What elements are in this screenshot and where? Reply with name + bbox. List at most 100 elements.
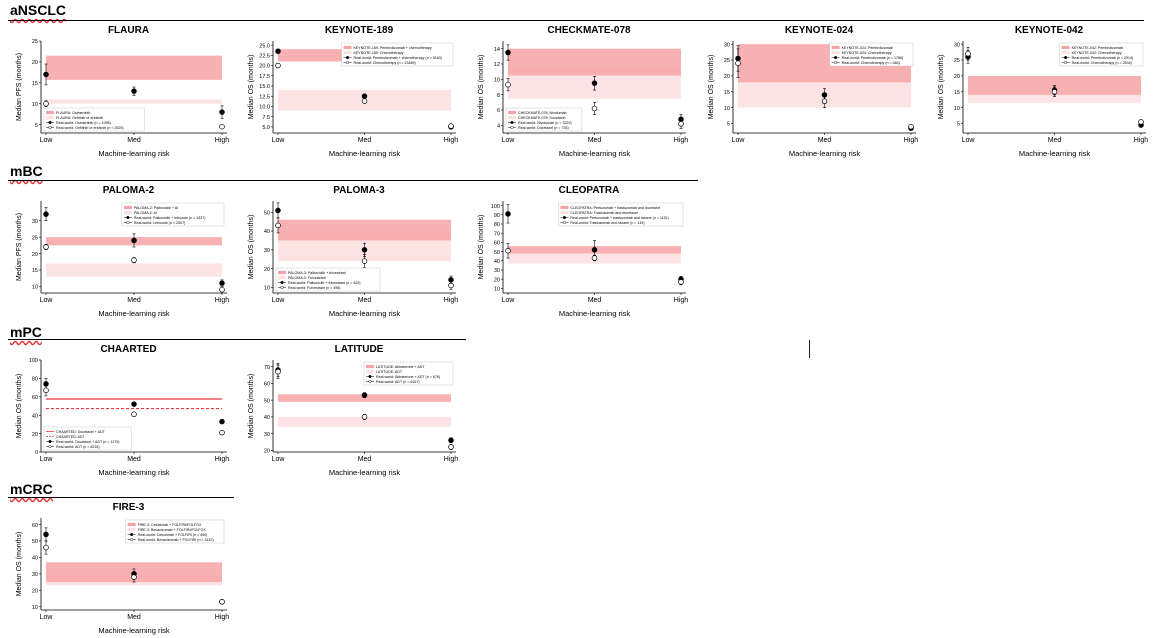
y-tick-label: 60 xyxy=(32,523,38,529)
legend-box xyxy=(1059,42,1144,67)
trial-band-dark xyxy=(508,48,681,76)
legend-label: PALOMA-3: Fulvestrant xyxy=(288,276,326,280)
y-tick-label: 4 xyxy=(497,124,500,130)
legend-box xyxy=(505,107,583,132)
legend-label: Real-world: ADT (n = 6167) xyxy=(376,380,420,384)
y-tick-label: 10 xyxy=(494,287,500,293)
legend-label: FLAURA: Osimertinib xyxy=(56,111,90,115)
legend-swatch-band xyxy=(1061,50,1070,55)
y-axis-label: Median OS (months) xyxy=(938,55,945,120)
data-point-open xyxy=(275,222,281,229)
chart-title: PALOMA-2 xyxy=(103,185,155,196)
legend-swatch-marker xyxy=(562,221,566,225)
data-point-open xyxy=(821,98,828,105)
data-point-filled xyxy=(131,88,137,94)
legend-swatch-marker xyxy=(562,216,566,220)
legend-label: Real-world: Docetaxel (n = 736) xyxy=(518,126,569,130)
legend-label: KEYNOTE-189: Chemotherapy xyxy=(354,51,404,55)
legend-swatch-band xyxy=(508,115,516,120)
chart-svg: KEYNOTE-189 5.0 7.5 10.0 12.5 15.0 17.5 20.0 22.… xyxy=(248,25,459,158)
y-tick-label: 30 xyxy=(264,248,270,254)
trial-band-light xyxy=(46,263,222,277)
x-tick-label: Med xyxy=(818,137,832,144)
y-tick-label: 30 xyxy=(494,268,500,274)
y-tick-label: 5 xyxy=(957,122,960,128)
data-point-open xyxy=(448,282,454,289)
legend-label: Real-world: Cetuximab + FOLFIRI (n = 490… xyxy=(138,533,208,537)
data-point-open xyxy=(43,544,49,551)
legend-label: Real-world: Abiraterone + ADT (n = 676) xyxy=(376,375,440,379)
chart-svg: KEYNOTE-024 5 10 15 20 25 30 Low Med High Machine-… xyxy=(708,25,919,158)
chart-svg: FLAURA 5 10 15 20 25 Low Med High Machine-learnin… xyxy=(16,25,229,158)
data-point-filled xyxy=(591,80,598,86)
y-tick-label: 40 xyxy=(264,415,270,421)
data-point-filled xyxy=(361,247,368,253)
y-tick-label: 50 xyxy=(494,250,500,256)
x-tick-label: High xyxy=(444,456,459,463)
x-tick-label: Med xyxy=(127,137,141,144)
data-point-filled xyxy=(131,401,137,407)
data-point-open xyxy=(591,105,598,112)
legend-swatch-marker xyxy=(510,125,514,129)
legend-label: Real-world: Chemotherapy (n = 2634) xyxy=(1072,61,1132,65)
y-tick-label: 20 xyxy=(32,60,38,66)
y-tick-label: 17.5 xyxy=(259,74,270,80)
data-point-open xyxy=(1138,119,1144,125)
x-tick-label: High xyxy=(444,297,459,304)
section-rule-mcrc xyxy=(8,497,234,498)
legend-label: CLEOPATRA: Pertuzumab + trastuzumab and … xyxy=(570,206,660,210)
text-cursor xyxy=(809,340,810,358)
legend-swatch-band xyxy=(560,210,569,215)
trial-band-dark xyxy=(46,55,222,80)
x-tick-label: High xyxy=(444,137,459,144)
legend-label: KEYNOTE-189: Pembrolizumab + chemotherap… xyxy=(354,46,432,50)
x-tick-label: Med xyxy=(127,614,141,621)
data-point-open xyxy=(591,255,598,261)
legend-swatch-band xyxy=(343,50,352,55)
chart-title: FLAURA xyxy=(108,25,149,36)
x-tick-label: Low xyxy=(502,297,516,304)
y-axis-label: Median OS (months) xyxy=(16,532,23,597)
x-tick-label: Low xyxy=(272,456,286,463)
data-point-open xyxy=(448,123,454,129)
chart-title: CHAARTED xyxy=(100,344,156,355)
legend-swatch-marker xyxy=(346,56,350,60)
legend-box xyxy=(275,267,381,292)
legend-label: Real-world: Docetaxel + ADT (n = 1179) xyxy=(56,440,119,444)
chart-svg: FIRE-3 10 20 30 40 50 60 Low Med High Machine-lear… xyxy=(16,502,229,635)
legend-label: Real-world: Pembrolizumab + chemotherapy… xyxy=(354,56,443,60)
data-point-filled xyxy=(361,93,368,99)
section-title-mpc: mPC xyxy=(10,324,42,340)
chart-title: CLEOPATRA xyxy=(559,185,620,196)
section-title-mcrc: mCRC xyxy=(10,481,53,497)
y-tick-label: 15.0 xyxy=(259,84,270,90)
trial-band-light xyxy=(46,99,222,104)
x-tick-label: Med xyxy=(127,456,141,463)
trial-band-light xyxy=(278,416,451,427)
y-tick-label: 10 xyxy=(32,285,38,291)
legend-swatch-marker xyxy=(126,221,130,225)
y-tick-label: 8 xyxy=(497,93,500,99)
legend: KEYNOTE-189: Pembrolizumab + chemotherap… xyxy=(341,42,454,67)
legend-swatch-marker xyxy=(126,216,130,220)
chart-title: KEYNOTE-024 xyxy=(785,25,854,36)
chart-svg: LATITUDE 20 30 40 50 60 70 Low Med High Machine-le… xyxy=(248,344,459,477)
data-point-open xyxy=(735,60,741,66)
legend-swatch-band xyxy=(343,45,352,50)
x-tick-label: High xyxy=(904,137,919,144)
x-axis-label: Machine-learning risk xyxy=(98,149,170,158)
chart-paloma-3: PALOMA-3 10 20 30 40 50 Low Med High Machine-lear… xyxy=(240,182,462,320)
chart-svg: CLEOPATRA 10 20 30 40 50 60 70 80 90 100 Low Med High… xyxy=(478,185,688,318)
legend-label: Real-world: Osimertinib (n = 1096) xyxy=(56,121,111,125)
legend-label: LATITUDE: ADT xyxy=(376,370,403,374)
legend-label: Real-world: Pertuzumab + trastuzumab and… xyxy=(570,216,668,220)
data-point-open xyxy=(361,414,368,420)
section-rule-mbc xyxy=(8,180,698,181)
legend-swatch-marker xyxy=(1064,61,1068,65)
y-tick-label: 30 xyxy=(724,42,730,48)
legend-label: Real-world: Chemotherapy (n = 484) xyxy=(842,61,900,65)
chart-keynote-189: KEYNOTE-189 5.0 7.5 10.0 12.5 15.0 17.5 20.0 22.… xyxy=(240,22,462,160)
